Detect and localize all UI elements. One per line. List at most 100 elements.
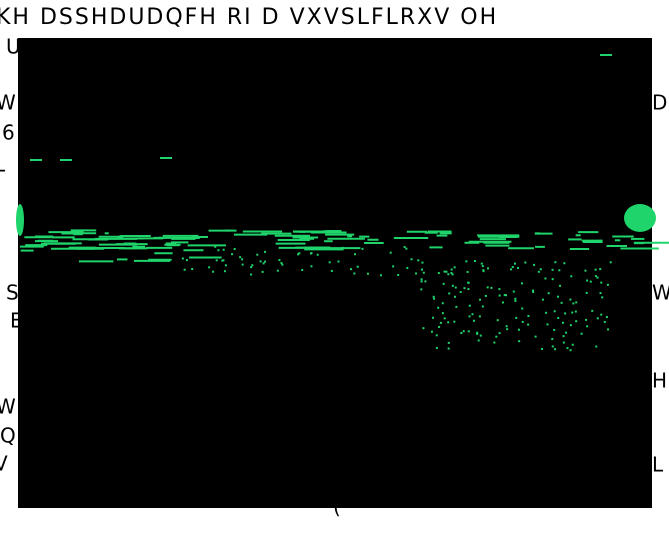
green-dot (450, 272, 453, 275)
green-dot (310, 265, 313, 268)
green-dot (263, 260, 266, 263)
green-dot (223, 270, 226, 273)
green-dot (350, 268, 353, 271)
green-dot (606, 283, 609, 286)
green-dot (482, 269, 485, 272)
green-dot (432, 295, 435, 298)
green-dot (596, 276, 599, 279)
green-dot (308, 247, 311, 250)
green-dot (479, 334, 482, 337)
header-text: KH DSSHDUDQFH RI D VXVSLFLRXV OH (0, 5, 498, 30)
green-dot (481, 305, 484, 308)
green-dot (353, 272, 356, 275)
text-fragment: W (0, 91, 16, 115)
green-dot (417, 259, 420, 262)
green-dot (435, 346, 438, 349)
green-dot (424, 280, 427, 283)
green-dot (433, 297, 436, 300)
green-dot (586, 279, 589, 282)
green-dot (527, 323, 530, 326)
green-blob (16, 204, 24, 236)
green-dot (441, 312, 444, 315)
green-dot (557, 317, 560, 320)
green-dot (430, 330, 433, 333)
green-dot (264, 250, 267, 253)
green-dot (563, 262, 566, 265)
text-fragment: W (652, 281, 669, 305)
green-dot (600, 313, 603, 316)
green-dot (462, 330, 465, 333)
green-dot (481, 265, 484, 268)
green-dot (575, 320, 578, 323)
green-dot (415, 272, 418, 275)
green-dot (208, 266, 211, 269)
green-dot (422, 327, 425, 330)
green-dot (516, 267, 519, 270)
green-dot (520, 282, 523, 285)
green-dot (527, 314, 530, 317)
green-dot (280, 261, 283, 264)
text-fragment: L (652, 453, 664, 477)
green-dot (596, 317, 599, 320)
text-fragment: D (652, 91, 667, 115)
green-dot (460, 331, 463, 334)
green-dot (214, 245, 217, 248)
green-dot (493, 341, 496, 344)
green-dot (503, 294, 506, 297)
text-fragment: 6 (2, 121, 15, 145)
green-dot (406, 267, 409, 270)
green-dot (435, 334, 438, 337)
green-dot (603, 320, 606, 323)
green-dot (512, 290, 515, 293)
green-dot (505, 294, 508, 297)
green-dot (595, 345, 598, 348)
green-dot (553, 328, 556, 331)
green-dot (599, 292, 602, 295)
green-dot (495, 335, 498, 338)
green-dot (431, 316, 434, 319)
green-dot (241, 263, 244, 266)
green-dot (328, 261, 331, 264)
green-dot (559, 284, 562, 287)
green-dot (330, 269, 333, 272)
green-dot (544, 277, 547, 280)
green-dot (471, 313, 474, 316)
green-dot (594, 275, 597, 278)
green-dot (518, 340, 521, 343)
green-dot (571, 343, 574, 346)
green-dot (281, 263, 284, 266)
green-dot (601, 296, 604, 299)
green-dot (534, 335, 537, 338)
green-dot (591, 309, 594, 312)
green-dot (580, 332, 583, 335)
green-dot (438, 325, 441, 328)
green-dot (517, 328, 520, 331)
green-dot (473, 260, 476, 263)
green-dot (514, 297, 517, 300)
green-dot (410, 258, 413, 261)
green-dot (224, 264, 227, 267)
green-dot (241, 258, 244, 261)
green-dot (554, 348, 557, 351)
green-dot (397, 273, 400, 276)
green-dot (570, 275, 573, 278)
green-dot (450, 268, 453, 271)
green-dot (310, 252, 313, 255)
green-dot (467, 330, 470, 333)
green-dot (566, 347, 569, 350)
text-fragment: V (0, 452, 8, 476)
green-dot (605, 316, 608, 319)
green-dot (560, 301, 563, 304)
green-dot (341, 246, 344, 249)
green-dot (316, 253, 319, 256)
green-dot (551, 278, 554, 281)
green-dot (539, 268, 542, 271)
green-dot (222, 259, 225, 262)
green-dot (301, 268, 304, 271)
green-dot (379, 274, 382, 277)
green-blob (624, 204, 656, 232)
green-dot (453, 266, 456, 269)
green-dot (447, 341, 450, 344)
green-dot (479, 298, 482, 301)
green-dot (239, 256, 242, 259)
